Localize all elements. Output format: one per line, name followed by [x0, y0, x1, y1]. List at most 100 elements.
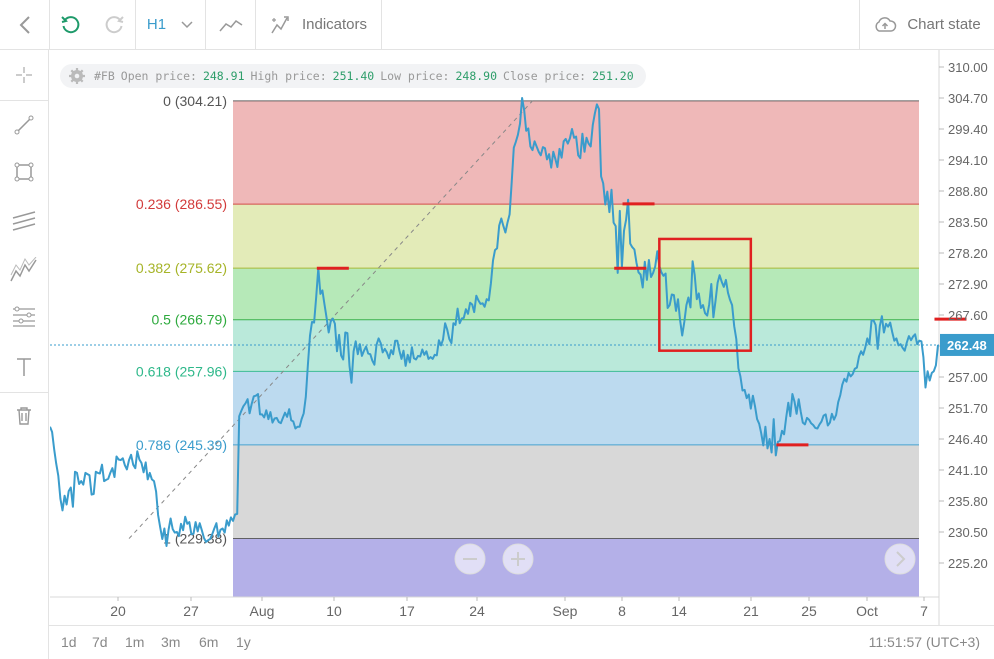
price-series	[50, 97, 939, 547]
trend-line-tool[interactable]	[0, 105, 48, 145]
fibonacci-icon	[13, 306, 35, 327]
chevron-down-icon	[181, 20, 193, 28]
price-line[interactable]	[50, 97, 939, 547]
low-label: Low price:	[380, 69, 450, 83]
trash-icon	[17, 407, 31, 425]
timeframe-1d-button[interactable]: 1d	[61, 634, 77, 650]
settings-gear-icon[interactable]	[68, 67, 86, 85]
current-price-badge	[940, 333, 994, 356]
redo-icon[interactable]	[103, 14, 125, 36]
chart-navigation	[454, 543, 916, 575]
price-tick-label: 235.80	[948, 494, 988, 509]
price-tick-label: 272.90	[948, 277, 988, 292]
price-tick-label: 304.70	[948, 91, 988, 106]
time-tick-label: 20	[110, 603, 126, 619]
high-value: 251.40	[332, 69, 375, 83]
fib-level-label: 1 (229.38)	[163, 531, 227, 547]
ohlc-info-bar: #FB Open price: 248.91 High price: 251.4…	[60, 64, 646, 88]
indicators-label: Indicators	[301, 16, 368, 33]
high-label: High price:	[250, 69, 327, 83]
fib-trend-line[interactable]	[128, 100, 533, 539]
timeframe-3m-button[interactable]: 3m	[161, 634, 181, 650]
zoom-in-button[interactable]	[502, 543, 534, 575]
timeframe-6m-button[interactable]: 6m	[199, 634, 219, 650]
fib-zone	[233, 319, 919, 372]
price-tick-label: 278.20	[948, 246, 988, 261]
timeframe-7d-button[interactable]: 7d	[92, 634, 108, 650]
fib-level-label: 0.236 (286.55)	[136, 196, 227, 212]
zoom-out-button[interactable]	[454, 543, 486, 575]
fib-zone	[233, 371, 919, 445]
pattern-icon	[10, 257, 37, 282]
bottom-toolbar: 1d 7d 1m 3m 6m 1y 11:51:57 (UTC+3)	[49, 625, 994, 659]
undo-icon[interactable]	[60, 14, 82, 36]
timeframe-select[interactable]: H1	[136, 0, 206, 49]
clock-utc: 11:51:57 (UTC+3)	[868, 634, 980, 650]
time-tick-label: 27	[183, 603, 199, 619]
close-value: 251.20	[592, 69, 634, 83]
rectangle-tool[interactable]	[0, 152, 48, 192]
close-label: Close price:	[503, 69, 587, 83]
rectangle-icon	[14, 162, 34, 182]
indicators-button[interactable]: Indicators	[256, 0, 382, 49]
price-tick-label: 283.50	[948, 215, 988, 230]
chevron-left-icon	[19, 15, 30, 34]
chart-type-button[interactable]	[206, 0, 256, 49]
open-value: 248.91	[202, 69, 245, 83]
crosshair-tool[interactable]	[0, 55, 48, 95]
time-tick-label: 24	[469, 603, 485, 619]
back-button[interactable]	[0, 0, 50, 49]
price-tick-label: 257.00	[948, 370, 988, 385]
fib-level-label: 0 (304.21)	[163, 93, 227, 109]
toolbar-divider	[0, 100, 48, 101]
timeframe-value: H1	[146, 16, 167, 33]
chevron-right-icon	[896, 551, 906, 567]
time-tick-label: Aug	[250, 603, 275, 619]
time-tick-label: 14	[671, 603, 687, 619]
delete-drawings-button[interactable]	[0, 396, 48, 436]
toolbar-divider	[0, 392, 48, 393]
price-tick-label: 251.70	[948, 401, 988, 416]
plus-icon	[511, 552, 525, 566]
price-tick-label: 246.40	[948, 432, 988, 447]
fibonacci-retracement[interactable]: 0 (304.21) 0.236 (286.55) 0.382 (275.62) 0.…	[128, 93, 919, 597]
parallel-channel-icon	[12, 211, 36, 231]
cloud-upload-icon	[875, 16, 897, 32]
time-tick-label: Sep	[553, 603, 578, 619]
top-toolbar: H1 Indicators Chart state	[0, 0, 994, 50]
price-tick-label: 230.50	[948, 525, 988, 540]
price-tick-label: 267.60	[948, 308, 988, 323]
fib-zone	[233, 268, 919, 320]
time-tick-label: 21	[743, 603, 759, 619]
drawing-toolbar	[0, 50, 49, 659]
time-tick-label: Oct	[856, 603, 878, 619]
support-resistance-markers	[316, 202, 967, 447]
chart-frame	[50, 50, 940, 625]
line-chart-icon	[218, 19, 242, 31]
axes: 310.00 304.70 299.40 294.10 288.80 283.50 278.…	[110, 60, 994, 619]
chart-state-button[interactable]: Chart state	[859, 0, 994, 49]
text-tool[interactable]	[0, 347, 48, 387]
fib-level-label: 0.786 (245.39)	[136, 437, 227, 453]
price-tick-label: 288.80	[948, 184, 988, 199]
fib-level-label: 0.5 (266.79)	[152, 312, 228, 328]
scroll-right-button[interactable]	[884, 543, 916, 575]
highlight-box[interactable]	[658, 237, 753, 352]
fibonacci-tool[interactable]	[0, 297, 48, 337]
chart-state-label: Chart state	[907, 16, 981, 33]
open-label: Open price:	[120, 69, 197, 83]
timeframe-1m-button[interactable]: 1m	[125, 634, 145, 650]
price-tick-label: 262.30	[948, 339, 988, 354]
pattern-tool[interactable]	[0, 250, 48, 290]
fib-zone	[233, 100, 919, 205]
indicators-icon	[271, 15, 289, 33]
price-tick-label: 241.10	[948, 463, 988, 478]
low-value: 248.90	[455, 69, 498, 83]
price-tick-label: 299.40	[948, 122, 988, 137]
channel-tool[interactable]	[0, 200, 48, 240]
fib-zone-extension	[233, 538, 919, 597]
fib-zone	[233, 204, 919, 269]
price-tick-label: 310.00	[948, 60, 988, 75]
timeframe-1y-button[interactable]: 1y	[236, 634, 251, 650]
